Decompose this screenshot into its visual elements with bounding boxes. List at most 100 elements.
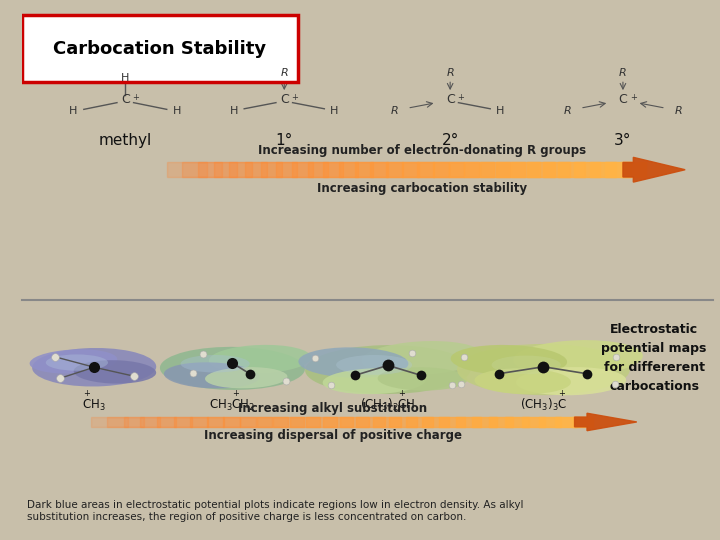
FancyArrow shape [373, 417, 400, 427]
Text: R: R [446, 69, 454, 78]
FancyArrow shape [230, 163, 267, 177]
Text: C: C [618, 93, 627, 106]
Ellipse shape [73, 360, 156, 383]
Text: Increasing alkyl substitution: Increasing alkyl substitution [238, 402, 427, 415]
Text: R: R [280, 69, 288, 78]
FancyArrow shape [140, 417, 176, 427]
Text: R: R [391, 106, 399, 117]
FancyArrow shape [572, 417, 593, 427]
Text: +: + [132, 93, 139, 102]
Text: $\mathrm{CH}_3\overset{+}{\mathrm{C}}\mathrm{H}_2$: $\mathrm{CH}_3\overset{+}{\mathrm{C}}\ma… [210, 389, 256, 413]
FancyArrow shape [207, 417, 240, 427]
Text: +: + [630, 93, 636, 102]
Text: Electrostatic
potential maps
for differerent
carbocations: Electrostatic potential maps for differe… [601, 323, 707, 393]
FancyArrow shape [496, 163, 525, 177]
FancyArrow shape [575, 413, 636, 431]
FancyArrow shape [539, 417, 561, 427]
Text: 2°: 2° [441, 133, 459, 148]
Text: Increasing dispersal of positive charge: Increasing dispersal of positive charge [204, 429, 462, 442]
FancyArrow shape [307, 417, 336, 427]
FancyArrow shape [240, 417, 272, 427]
FancyArrow shape [91, 417, 128, 427]
Text: $\overset{+}{\mathrm{C}}\mathrm{H}_3$: $\overset{+}{\mathrm{C}}\mathrm{H}_3$ [82, 389, 106, 413]
FancyArrow shape [505, 417, 529, 427]
FancyBboxPatch shape [22, 15, 298, 82]
FancyArrow shape [273, 417, 305, 427]
Ellipse shape [160, 347, 305, 390]
FancyArrow shape [214, 163, 252, 177]
FancyArrow shape [418, 163, 449, 177]
Ellipse shape [32, 348, 156, 387]
FancyArrow shape [402, 163, 433, 177]
FancyArrow shape [370, 163, 403, 177]
FancyArrow shape [574, 163, 600, 177]
FancyArrow shape [489, 417, 513, 427]
Text: H: H [69, 106, 78, 117]
Ellipse shape [451, 345, 567, 376]
FancyArrow shape [390, 417, 417, 427]
Text: C: C [280, 93, 289, 106]
Ellipse shape [164, 362, 259, 388]
Text: $\mathrm{(CH_3)_2}\overset{+}{\mathrm{C}}\mathrm{H}$: $\mathrm{(CH_3)_2}\overset{+}{\mathrm{C}… [360, 389, 415, 413]
Ellipse shape [205, 367, 287, 388]
Text: C: C [446, 93, 454, 106]
Text: H: H [173, 106, 181, 117]
Ellipse shape [305, 345, 471, 394]
Ellipse shape [361, 341, 483, 375]
Ellipse shape [323, 368, 426, 394]
FancyArrow shape [623, 157, 685, 182]
FancyArrow shape [157, 417, 192, 427]
Ellipse shape [457, 344, 630, 395]
Text: H: H [230, 106, 238, 117]
Text: Increasing carbocation stability: Increasing carbocation stability [318, 182, 528, 195]
FancyArrow shape [449, 163, 480, 177]
FancyArrow shape [167, 163, 207, 177]
Text: +: + [457, 93, 464, 102]
Ellipse shape [209, 345, 311, 373]
Text: R: R [619, 69, 627, 78]
FancyArrow shape [406, 417, 433, 427]
FancyArrow shape [464, 163, 495, 177]
Ellipse shape [516, 367, 626, 395]
Ellipse shape [474, 368, 571, 394]
FancyArrow shape [245, 163, 282, 177]
FancyArrow shape [190, 417, 224, 427]
FancyArrow shape [355, 163, 388, 177]
Ellipse shape [46, 354, 108, 371]
Text: 3°: 3° [614, 133, 631, 148]
Ellipse shape [513, 340, 643, 376]
Text: +: + [291, 93, 298, 102]
FancyArrow shape [261, 163, 297, 177]
FancyArrow shape [323, 163, 358, 177]
FancyArrow shape [307, 163, 343, 177]
FancyArrow shape [124, 417, 160, 427]
Text: Dark blue areas in electrostatic potential plots indicate regions low in electro: Dark blue areas in electrostatic potenti… [27, 500, 523, 522]
Text: C: C [121, 93, 130, 106]
Ellipse shape [181, 355, 250, 373]
FancyArrow shape [182, 163, 222, 177]
FancyArrow shape [276, 163, 312, 177]
FancyArrow shape [423, 417, 449, 427]
FancyArrow shape [356, 417, 384, 427]
FancyArrow shape [289, 417, 320, 427]
Text: Carbocation Stability: Carbocation Stability [53, 40, 266, 58]
FancyArrow shape [522, 417, 545, 427]
FancyArrow shape [174, 417, 208, 427]
FancyArrow shape [480, 163, 510, 177]
FancyArrow shape [386, 163, 418, 177]
FancyArrow shape [559, 163, 585, 177]
FancyArrow shape [456, 417, 481, 427]
FancyArrow shape [543, 163, 570, 177]
FancyArrow shape [472, 417, 497, 427]
FancyArrow shape [107, 417, 144, 427]
FancyArrow shape [223, 417, 256, 427]
FancyArrow shape [621, 163, 646, 177]
FancyArrow shape [292, 163, 328, 177]
FancyArrow shape [433, 163, 464, 177]
Text: Increasing number of electron-donating R groups: Increasing number of electron-donating R… [258, 144, 587, 157]
Ellipse shape [298, 347, 408, 378]
Ellipse shape [492, 355, 561, 374]
FancyArrow shape [606, 163, 631, 177]
Text: $\mathrm{(CH_3)_3}\overset{+}{\mathrm{C}}$: $\mathrm{(CH_3)_3}\overset{+}{\mathrm{C}… [520, 389, 567, 413]
FancyArrow shape [339, 163, 373, 177]
